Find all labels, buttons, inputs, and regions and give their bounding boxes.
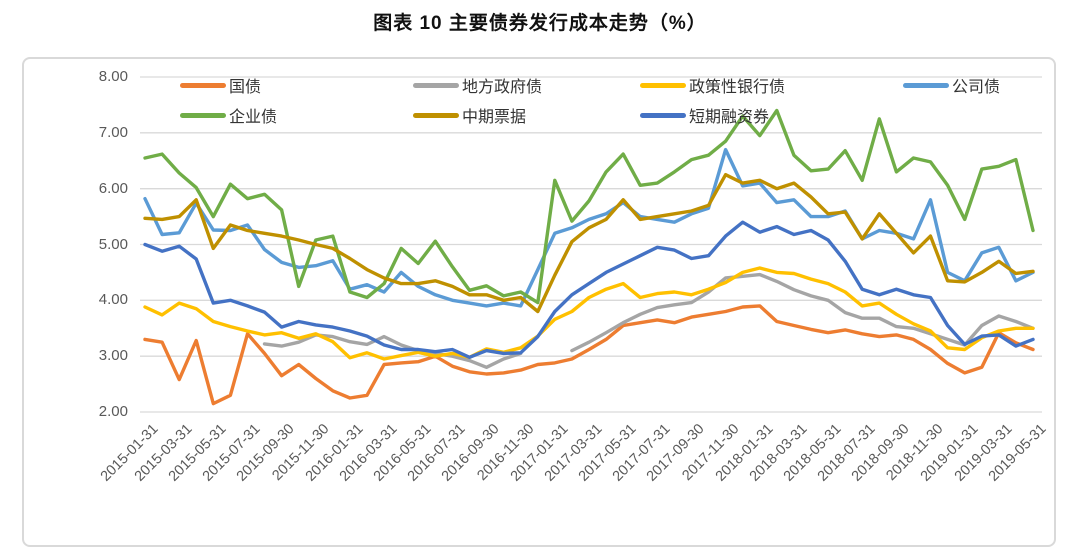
series-line-地方政府债: [262, 272, 1035, 369]
legend-item-中期票据: 中期票据: [413, 105, 527, 126]
series-line-企业债: [143, 108, 1035, 305]
legend-swatch-icon: [413, 112, 459, 118]
legend-label: 中期票据: [462, 109, 527, 126]
legend-item-短期融资券: 短期融资券: [640, 105, 770, 126]
series-line-国债: [143, 304, 1035, 406]
legend-label: 短期融资券: [689, 109, 770, 126]
y-tick-label: 3.00: [98, 347, 128, 365]
legend-swatch-icon: [413, 82, 459, 88]
legend-label: 企业债: [229, 109, 278, 126]
legend-label: 政策性银行债: [689, 79, 786, 96]
legend-label: 地方政府债: [462, 79, 543, 96]
y-tick-label: 5.00: [98, 235, 128, 253]
series-line-政策性银行债: [143, 266, 1035, 361]
legend-item-企业债: 企业债: [180, 105, 278, 126]
legend-swatch-icon: [640, 82, 686, 88]
legend-swatch-icon: [180, 82, 226, 88]
legend-label: 公司债: [952, 79, 1001, 96]
legend-item-公司债: 公司债: [903, 75, 1001, 96]
chart-title: 图表 10 主要债券发行成本走势（%）: [373, 13, 707, 34]
y-tick-label: 7.00: [98, 123, 128, 141]
series-line-短期融资券: [143, 220, 1035, 359]
legend-item-国债: 国债: [180, 75, 262, 96]
y-tick-label: 8.00: [98, 68, 128, 85]
legend-item-政策性银行债: 政策性银行债: [640, 75, 786, 96]
legend-swatch-icon: [640, 112, 686, 118]
legend-label: 国债: [229, 79, 262, 96]
legend-item-地方政府债: 地方政府债: [413, 75, 543, 96]
series-line-中期票据: [143, 173, 1035, 314]
y-tick-label: 6.00: [98, 179, 128, 197]
y-tick-label: 4.00: [98, 291, 128, 309]
legend-swatch-icon: [903, 82, 949, 88]
y-tick-label: 2.00: [98, 403, 128, 420]
legend-swatch-icon: [180, 112, 226, 118]
